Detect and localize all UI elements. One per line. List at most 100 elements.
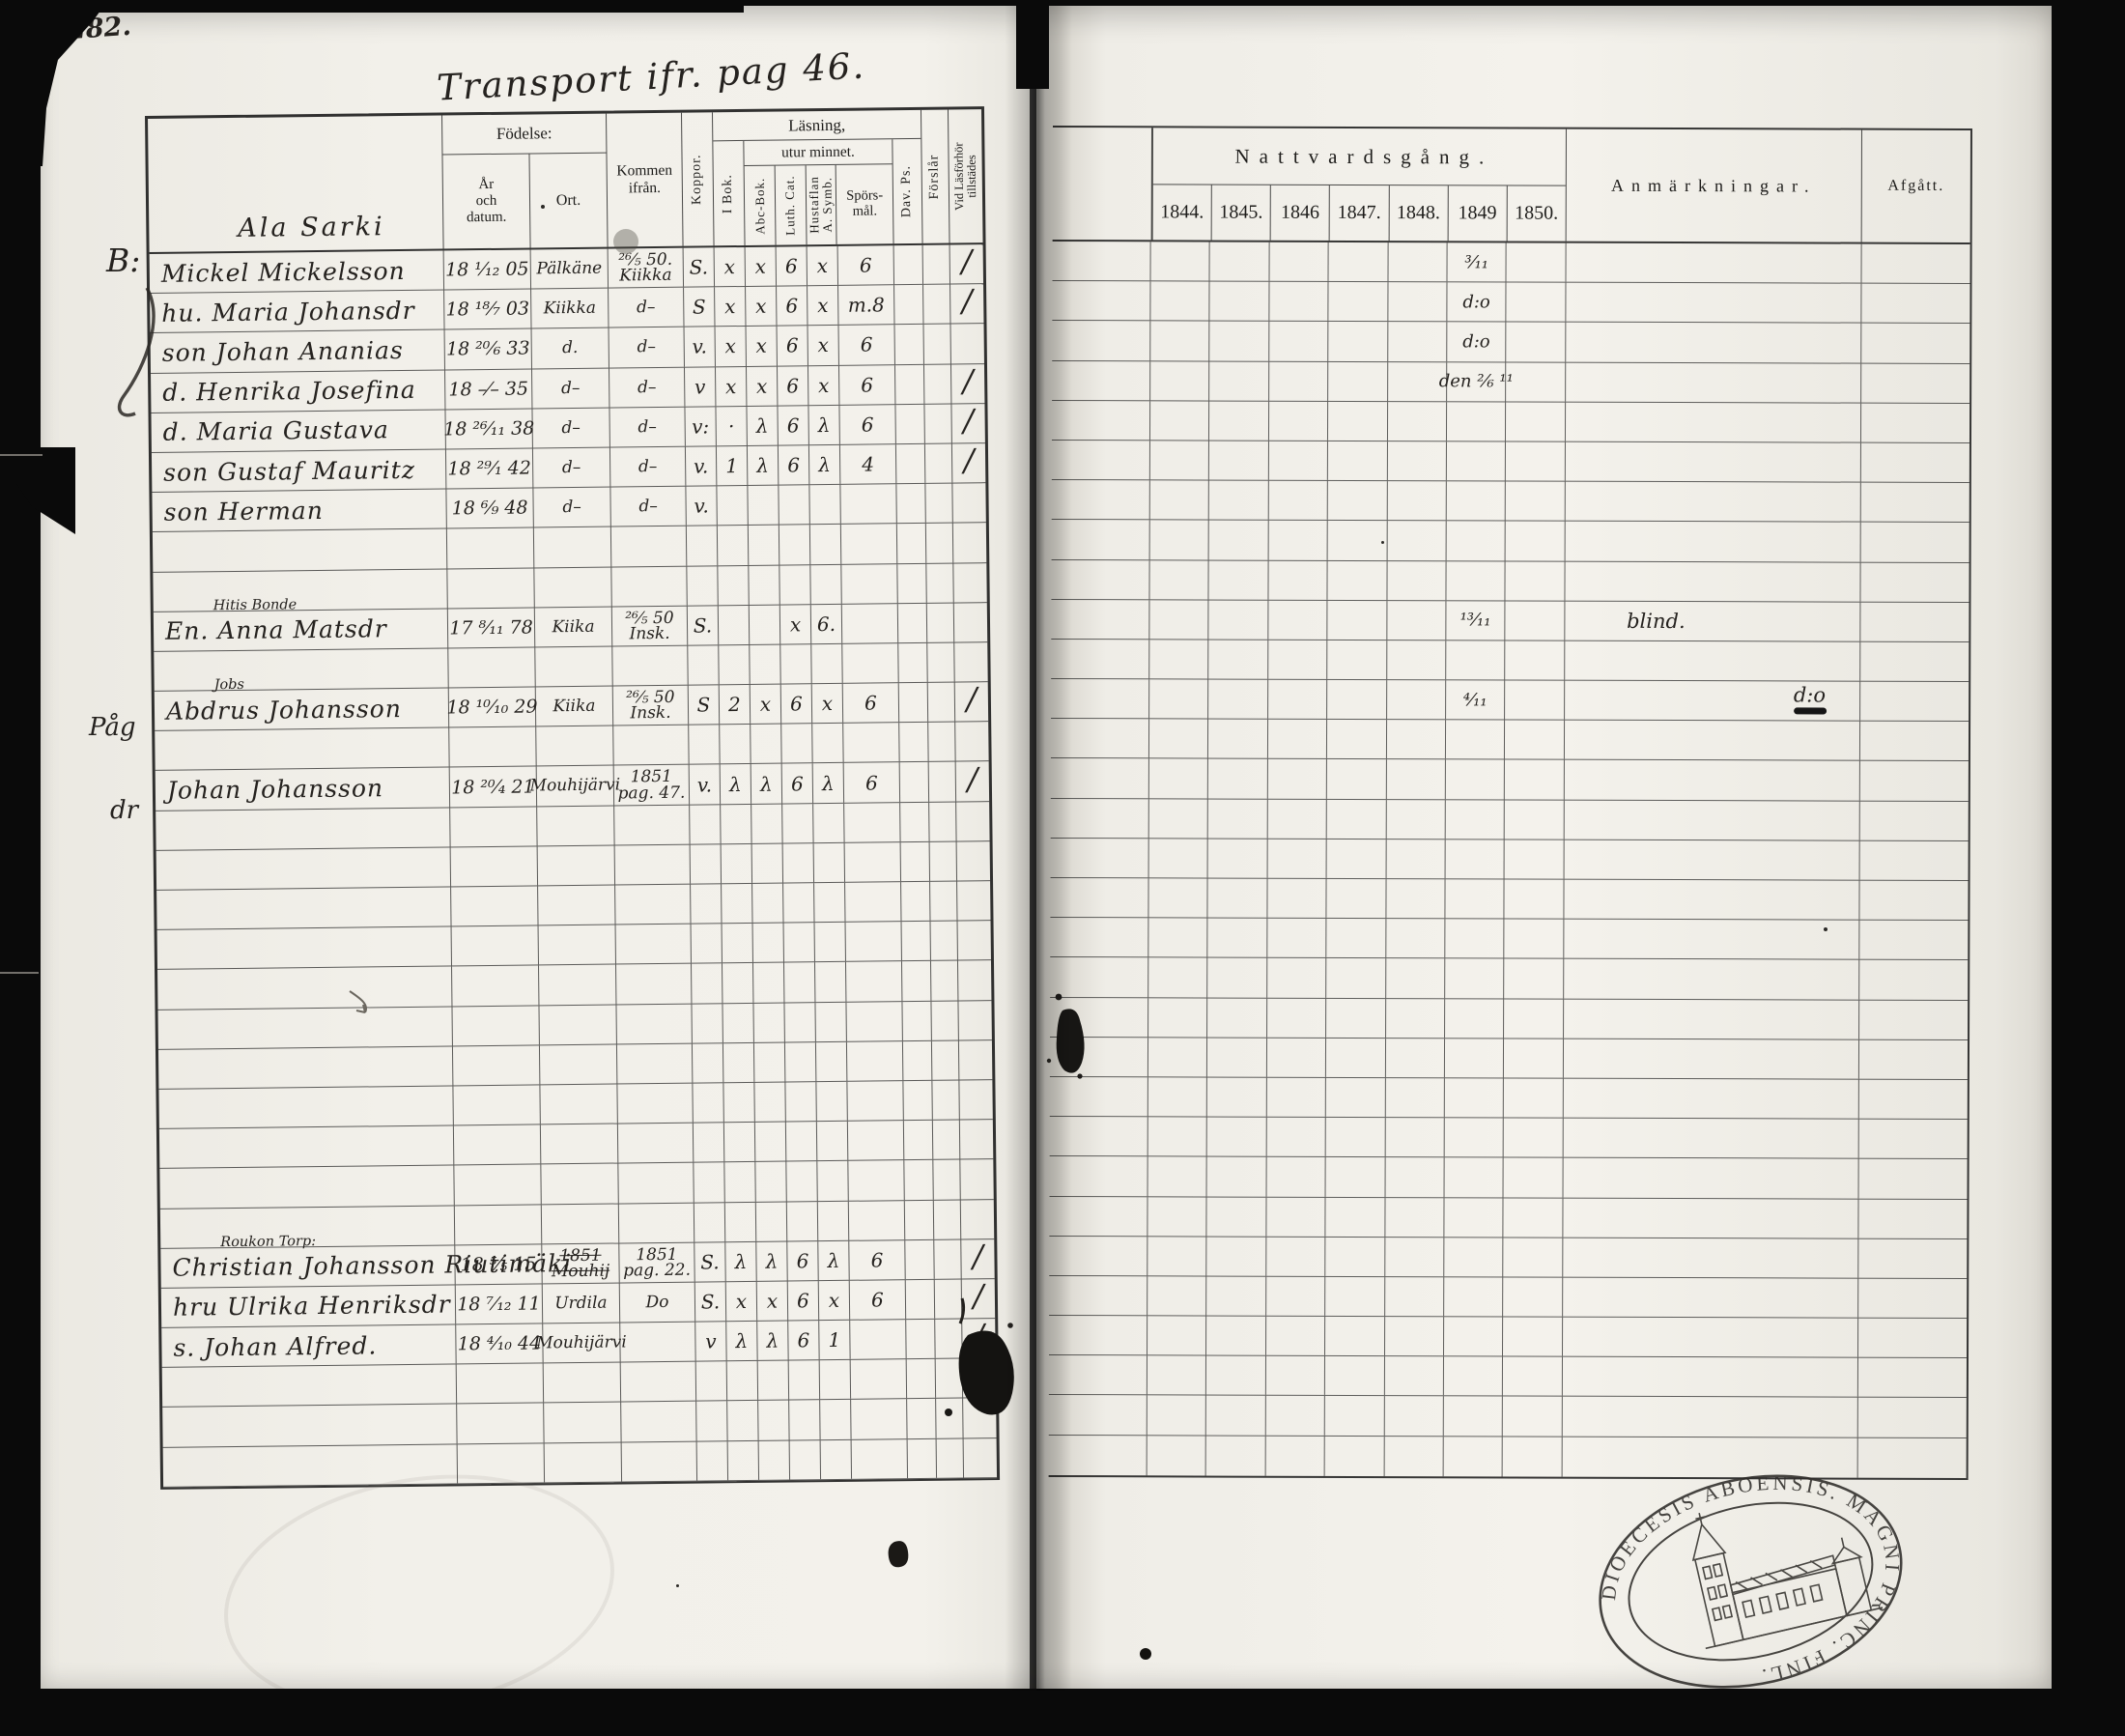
communion-year-cell bbox=[1504, 1039, 1564, 1078]
birth-place: Mouhijärvi bbox=[536, 1332, 627, 1353]
smallpox-mark-cell bbox=[686, 526, 719, 566]
birth-date-cell bbox=[450, 846, 539, 887]
communion-year-cell bbox=[1384, 1276, 1445, 1317]
in-book-mark-cell bbox=[727, 1401, 759, 1440]
sufficient-cell bbox=[934, 1279, 963, 1319]
smallpox-mark: v. bbox=[694, 494, 709, 518]
sufficient-cell bbox=[927, 642, 955, 682]
sufficient-cell bbox=[931, 1040, 960, 1080]
questions-mark-cell: 6 bbox=[849, 1239, 906, 1280]
communion-year-cell bbox=[1385, 1038, 1445, 1078]
catechism-mark: 6 bbox=[796, 1249, 809, 1273]
catechism-mark: 6 bbox=[796, 1289, 809, 1313]
davids-psalms-cell bbox=[898, 682, 929, 723]
symbolum-mark: x bbox=[816, 294, 829, 318]
communion-year-cell bbox=[1444, 998, 1505, 1039]
arrived-from: d– bbox=[638, 456, 658, 477]
attendance-cell: / bbox=[950, 242, 983, 284]
communion-year-cell bbox=[1327, 679, 1387, 720]
symbolum-mark-cell bbox=[820, 1439, 853, 1479]
birth-place-cell bbox=[538, 925, 616, 965]
arrived-from-cell: ²⁶⁄₅ 50 Insk. bbox=[611, 606, 689, 646]
communion-year-cell: d:o bbox=[1447, 322, 1507, 362]
birth-date-cell bbox=[451, 925, 539, 966]
communion-year-cell bbox=[1265, 1436, 1325, 1476]
catechism-mark-cell bbox=[780, 644, 812, 684]
attendance-cell bbox=[960, 1120, 993, 1159]
abc-mark: λ bbox=[756, 453, 770, 477]
catechism-mark: x bbox=[789, 612, 802, 637]
left-table-header: Ala Sarki Födelse: År och datum. Ort. Ko… bbox=[148, 109, 983, 252]
smallpox-mark-cell bbox=[691, 884, 722, 924]
communion-year-cell bbox=[1148, 798, 1209, 839]
speck bbox=[1824, 927, 1828, 931]
gutter-fold-line bbox=[1030, 6, 1036, 1691]
in-book-mark-cell bbox=[723, 1082, 755, 1123]
communion-year-cell bbox=[1325, 1197, 1386, 1237]
in-book-mark-cell bbox=[724, 1202, 757, 1241]
departed-cell bbox=[1861, 363, 1971, 403]
margin-group-label: B: bbox=[106, 242, 141, 279]
speck bbox=[676, 1584, 679, 1587]
communion-row bbox=[1050, 877, 1969, 922]
arrived-from-cell bbox=[617, 1123, 694, 1163]
communion-year-cell bbox=[1387, 401, 1448, 441]
departed-cell bbox=[1859, 840, 1969, 880]
communion-year-cell bbox=[1265, 1276, 1326, 1316]
communion-year-cell: d:o bbox=[1447, 282, 1507, 322]
departed-cell bbox=[1859, 1039, 1969, 1079]
attendance-cell bbox=[954, 642, 987, 682]
questions-mark-cell: m.8 bbox=[838, 285, 895, 326]
communion-year-cell bbox=[1149, 640, 1209, 679]
communion-row bbox=[1048, 1355, 1967, 1399]
in-book-mark: λ bbox=[728, 772, 742, 796]
symbolum-mark-cell bbox=[816, 1121, 849, 1161]
davids-psalms-cell bbox=[900, 802, 930, 841]
birth-place: Pälkäne bbox=[536, 258, 603, 279]
questions-mark-cell bbox=[847, 1081, 904, 1121]
birth-place-cell: 1851 Mouhij bbox=[542, 1243, 620, 1284]
communion-year-cell bbox=[1386, 680, 1447, 720]
smallpox-mark: v. bbox=[696, 772, 713, 797]
sufficient-cell bbox=[936, 1398, 964, 1438]
communion-year-cell bbox=[1503, 1317, 1563, 1356]
name-cell bbox=[157, 1046, 454, 1089]
catechism-mark-cell bbox=[779, 525, 811, 565]
catechism-mark-cell: 6 bbox=[777, 286, 808, 326]
right-table-body: ³⁄₁₁ d:o d:o den ²⁄₆ ¹¹ ¹³⁄₁₁ blind. ⁴⁄₁₁ d:o bbox=[1048, 239, 1971, 1480]
symbolum-mark-cell bbox=[810, 564, 842, 604]
birth-place-cell bbox=[539, 964, 617, 1005]
birth-date-cell: 18 ²⁰⁄₆ 33 bbox=[444, 328, 532, 370]
communion-year-cell bbox=[1149, 520, 1210, 560]
remarks-cell bbox=[1563, 959, 1860, 1000]
catechism-mark-cell bbox=[782, 803, 814, 843]
smallpox-mark-cell bbox=[693, 1083, 724, 1123]
communion-year-cell bbox=[1384, 1317, 1445, 1356]
communion-year-cell bbox=[1148, 1038, 1208, 1077]
communion-year-cell bbox=[1265, 1316, 1326, 1356]
person-name: Mickel Mickelsson bbox=[160, 256, 406, 288]
arrived-from-cell: d– bbox=[609, 367, 686, 408]
in-book-mark-cell bbox=[718, 565, 750, 605]
abc-mark-cell bbox=[748, 485, 779, 526]
arrived-from-cell bbox=[613, 725, 690, 765]
arrived-from: 1851 pag. 47. bbox=[617, 767, 686, 804]
communion-year-cell bbox=[1502, 1437, 1563, 1477]
birth-date: 18 ⁴⁄₁₀ 44 bbox=[457, 1332, 542, 1355]
communion-year-cell bbox=[1209, 281, 1270, 322]
abc-mark-cell bbox=[758, 1440, 791, 1480]
symbolum-mark-cell bbox=[817, 1201, 850, 1240]
sufficient-cell bbox=[924, 404, 952, 443]
symbolum-mark: λ bbox=[818, 453, 832, 477]
communion-year-cell bbox=[1503, 1118, 1564, 1157]
sufficient-cell bbox=[936, 1438, 965, 1478]
reading-column-group: Läsning, I Bok. utur minnet. Abc-Bok. Lu… bbox=[712, 109, 923, 246]
davids-psalms-cell bbox=[904, 1200, 935, 1239]
communion-year-cell bbox=[1148, 758, 1209, 799]
year-date-header: År och datum. bbox=[442, 154, 531, 249]
smallpox-mark: S bbox=[692, 295, 706, 319]
communion-row bbox=[1049, 1316, 1968, 1359]
sufficient-header: Förslår bbox=[921, 109, 950, 243]
attendance-mark: / bbox=[973, 1317, 984, 1354]
communion-year-cell bbox=[1148, 1077, 1208, 1117]
